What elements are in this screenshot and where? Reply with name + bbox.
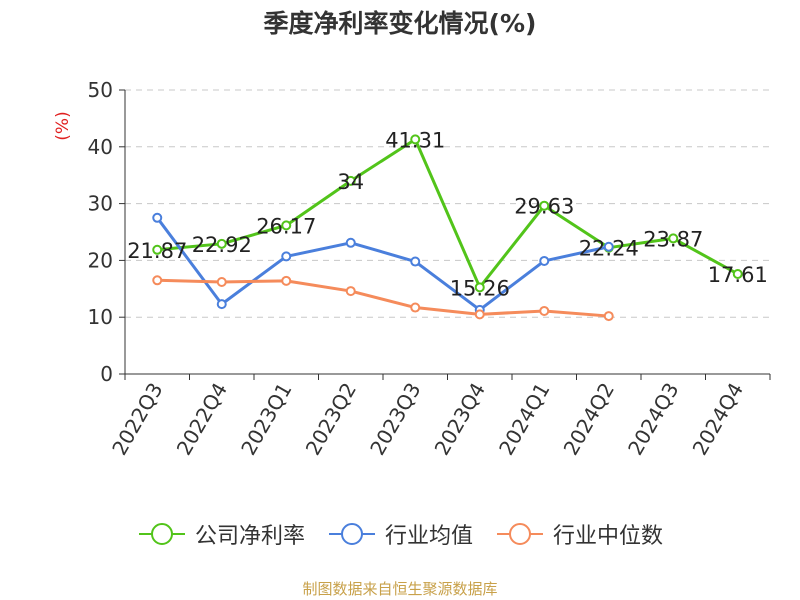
- series-line: [157, 278, 609, 318]
- data-point: [281, 220, 292, 231]
- legend-label: 行业均值: [384, 524, 473, 549]
- series-line: [157, 137, 739, 289]
- y-axis-label: (%): [53, 111, 73, 140]
- y-tick-label: 0: [100, 362, 113, 386]
- data-label: 22.24: [579, 237, 639, 261]
- x-tick-label: 2023Q4: [430, 379, 490, 460]
- data-label: 41.31: [385, 128, 445, 152]
- x-tick-label: 2024Q3: [623, 379, 683, 460]
- data-label: 15.26: [450, 276, 510, 300]
- x-tick-label: 2024Q2: [559, 379, 619, 460]
- data-point: [474, 282, 485, 293]
- grid-lines: [125, 89, 770, 318]
- legend: 公司净利率 行业均值 行业中位数: [0, 518, 800, 550]
- data-label: 29.63: [514, 195, 574, 219]
- data-label: 26.17: [256, 214, 316, 238]
- x-tick-label: 2022Q3: [107, 379, 167, 460]
- data-point: [732, 268, 743, 279]
- legend-item: 行业均值: [327, 518, 473, 550]
- data-point: [152, 244, 163, 255]
- y-tick-label: 30: [88, 192, 113, 216]
- data-point: [474, 309, 485, 320]
- legend-marker-icon: [138, 523, 185, 545]
- legend-label: 公司净利率: [194, 524, 305, 549]
- data-label: 23.87: [643, 227, 703, 251]
- x-tick-label: 2023Q1: [236, 379, 296, 460]
- data-point: [152, 212, 163, 223]
- data-point: [281, 251, 292, 262]
- data-point: [281, 275, 292, 286]
- x-tick-label: 2024Q4: [688, 379, 748, 460]
- series-lines: [152, 134, 743, 322]
- y-tick-label: 20: [88, 248, 113, 272]
- y-tick-label: 40: [88, 135, 113, 159]
- x-tick-label: 2023Q2: [301, 379, 361, 460]
- data-point: [539, 305, 550, 316]
- data-point: [345, 175, 356, 186]
- x-tick-label: 2023Q3: [365, 379, 425, 460]
- data-label: 22.92: [192, 233, 252, 257]
- x-tick-label: 2022Q4: [172, 379, 232, 460]
- data-point: [410, 134, 421, 145]
- legend-label: 行业中位数: [553, 524, 664, 549]
- data-point: [539, 255, 550, 266]
- data-label: 21.87: [127, 239, 187, 263]
- legend-marker-icon: [497, 523, 543, 545]
- x-tick-label: 2024Q1: [494, 379, 554, 460]
- data-point: [345, 286, 356, 297]
- data-point: [410, 256, 421, 267]
- data-point: [603, 241, 614, 252]
- legend-marker-icon: [328, 523, 375, 545]
- data-point: [152, 275, 163, 286]
- data-point: [410, 302, 421, 313]
- data-label: 34: [337, 170, 364, 194]
- data-point: [345, 237, 356, 248]
- data-point: [216, 299, 227, 310]
- data-label: 17.61: [708, 263, 768, 287]
- chart-title: 季度净利率变化情况(%): [263, 9, 537, 38]
- data-point: [216, 276, 227, 287]
- series-line: [156, 216, 610, 312]
- data-point: [539, 200, 550, 211]
- data-point: [216, 238, 227, 249]
- data-point: [668, 233, 679, 244]
- y-tick-label: 50: [88, 78, 113, 102]
- data-point: [603, 311, 614, 322]
- legend-item: 行业中位数: [495, 518, 663, 550]
- legend-item: 公司净利率: [137, 518, 305, 550]
- y-tick-label: 10: [88, 305, 113, 329]
- source-note: 制图数据来自恒生聚源数据库: [302, 580, 498, 598]
